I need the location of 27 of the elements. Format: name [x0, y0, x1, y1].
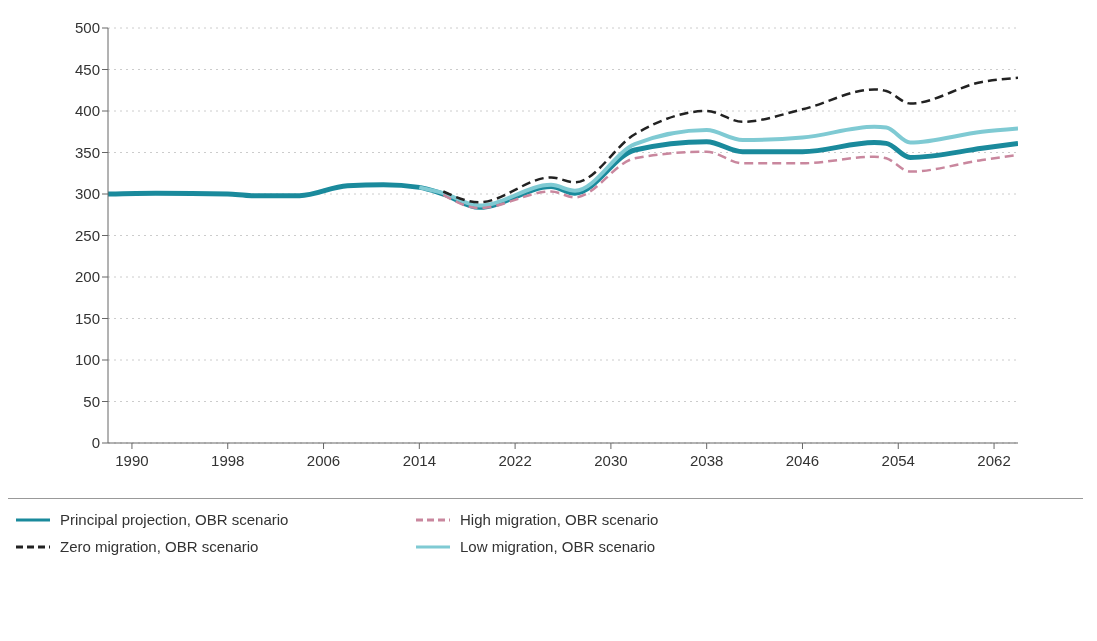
x-tick-label: 2054 [881, 451, 915, 469]
y-tick-label: 400 [74, 102, 100, 120]
y-tick-label: 0 [91, 434, 100, 452]
x-tick-label: 2062 [977, 451, 1011, 469]
legend-label: Principal projection, OBR scenario [60, 511, 289, 528]
legend-label: Zero migration, OBR scenario [60, 538, 259, 555]
x-tick-label: 2006 [306, 451, 341, 469]
x-tick-label: 2046 [785, 451, 820, 469]
y-tick-label: 50 [83, 392, 100, 410]
y-tick-label: 350 [74, 143, 100, 161]
x-tick-label: 2038 [690, 451, 724, 469]
legend-label: Low migration, OBR scenario [460, 538, 656, 555]
line-series [417, 124, 1018, 208]
x-tick-label: 1998 [211, 451, 245, 469]
y-tick-label: 250 [74, 226, 100, 244]
y-tick-label: 100 [74, 351, 100, 369]
y-tick-label: 150 [74, 309, 100, 327]
legend-label: High migration, OBR scenario [460, 511, 659, 528]
x-tick-label: 1990 [115, 451, 149, 469]
x-tick-label: 2022 [498, 451, 532, 469]
y-tick-label: 450 [74, 60, 100, 78]
x-tick-label: 2014 [402, 451, 436, 469]
line-series [442, 76, 1018, 204]
x-tick-label: 2030 [594, 451, 628, 469]
y-tick-label: 500 [74, 19, 100, 37]
y-tick-label: 300 [74, 185, 100, 203]
y-tick-label: 200 [74, 268, 100, 286]
